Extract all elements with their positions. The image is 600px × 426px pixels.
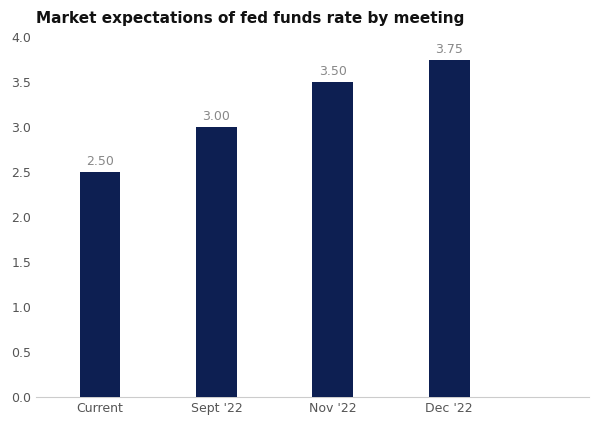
Bar (80, 172, 121, 397)
Text: 3.50: 3.50 (319, 66, 347, 78)
Text: 3.00: 3.00 (202, 110, 230, 124)
Text: Market expectations of fed funds rate by meeting: Market expectations of fed funds rate by… (36, 11, 464, 26)
Bar (429, 60, 470, 397)
Text: 2.50: 2.50 (86, 155, 114, 168)
Bar (313, 82, 353, 397)
Bar (196, 127, 237, 397)
Text: 3.75: 3.75 (435, 43, 463, 56)
